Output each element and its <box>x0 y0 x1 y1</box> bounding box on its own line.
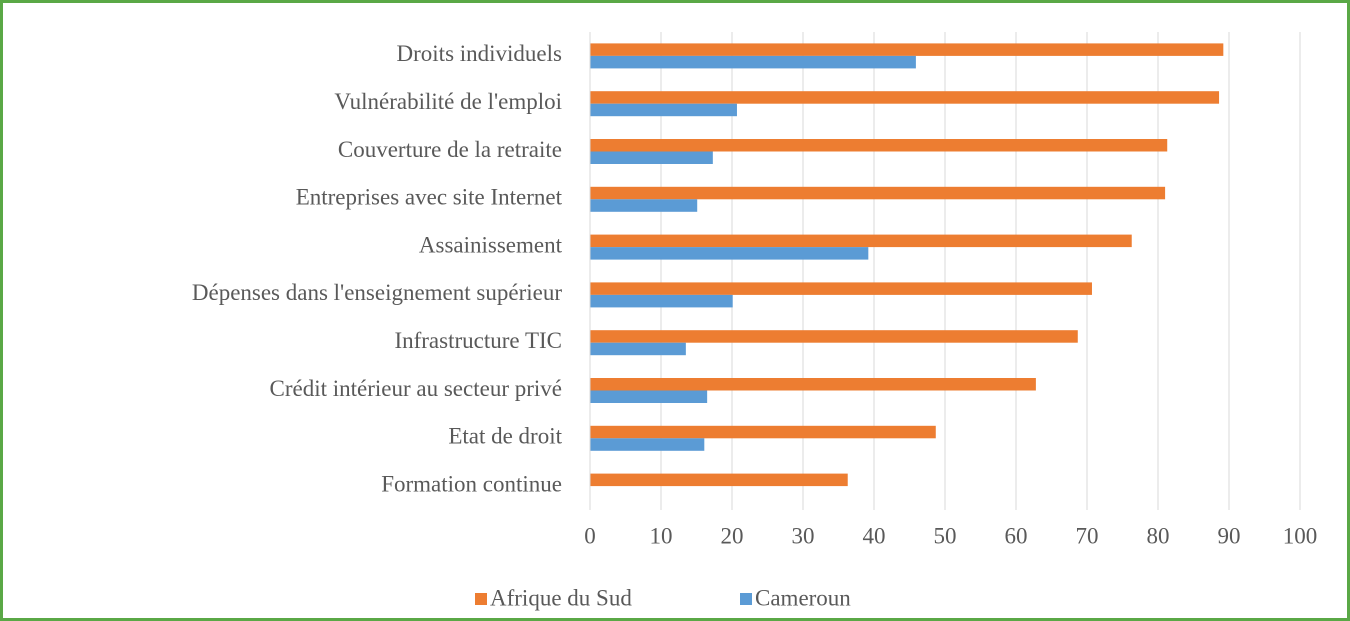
bar <box>590 55 916 69</box>
x-tick-label: 0 <box>584 523 596 548</box>
bar <box>590 342 686 356</box>
bar <box>590 473 848 487</box>
legend-label: Cameroun <box>755 585 851 610</box>
x-tick-label: 10 <box>650 523 673 548</box>
y-tick-label: Droits individuels <box>397 41 563 66</box>
legend-swatch <box>475 593 487 605</box>
bar <box>590 330 1078 343</box>
bar <box>590 294 733 308</box>
y-tick-label: Etat de droit <box>448 424 562 449</box>
bar <box>590 43 1224 56</box>
y-tick-label: Crédit intérieur au secteur privé <box>270 376 563 401</box>
x-tick-label: 20 <box>721 523 744 548</box>
y-tick-label: Formation continue <box>381 471 562 496</box>
x-tick-label: 100 <box>1283 523 1318 548</box>
bar <box>590 234 1132 248</box>
x-tick-label: 80 <box>1147 523 1170 548</box>
bar <box>590 378 1036 391</box>
bar <box>590 438 705 451</box>
x-tick-label: 30 <box>792 523 815 548</box>
y-tick-label: Infrastructure TIC <box>394 328 562 353</box>
bar <box>590 425 936 439</box>
bar <box>590 91 1220 104</box>
legend-swatch <box>740 593 752 605</box>
bar <box>590 186 1166 200</box>
y-tick-label: Entreprises avec site Internet <box>296 185 563 210</box>
x-tick-label: 60 <box>1005 523 1028 548</box>
x-tick-label: 40 <box>863 523 886 548</box>
bar <box>590 282 1092 295</box>
y-tick-label: Assainissement <box>419 232 563 257</box>
bar <box>590 199 698 212</box>
y-tick-label: Vulnérabilité de l'emploi <box>334 89 562 114</box>
x-tick-label: 70 <box>1076 523 1099 548</box>
bar <box>590 103 737 117</box>
bar <box>590 390 708 403</box>
x-tick-label: 90 <box>1218 523 1241 548</box>
x-tick-label: 50 <box>934 523 957 548</box>
y-tick-label: Couverture de la retraite <box>338 137 562 162</box>
bar <box>590 247 869 260</box>
bar <box>590 139 1168 152</box>
legend-label: Afrique du Sud <box>490 585 632 610</box>
y-tick-label: Dépenses dans l'enseignement supérieur <box>192 280 562 305</box>
bar <box>590 151 713 164</box>
